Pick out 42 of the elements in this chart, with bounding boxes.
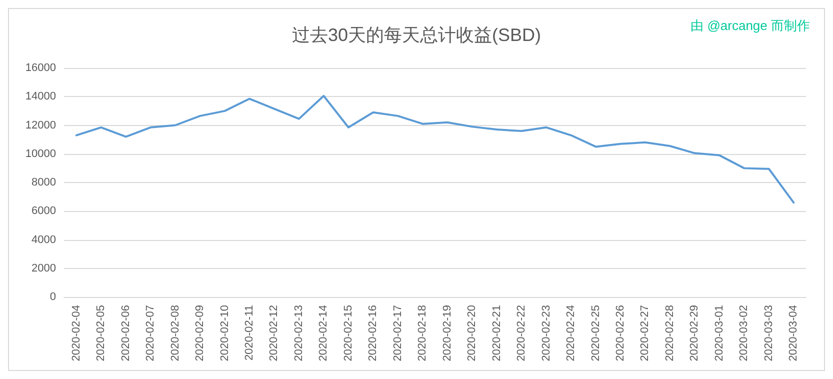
x-tick-label: 2020-02-23 (540, 305, 552, 362)
y-tick-label: 16000 (25, 62, 56, 74)
y-tick-label: 14000 (25, 90, 56, 103)
x-tick-label: 2020-02-25 (590, 305, 602, 362)
x-tick-label: 2020-02-07 (144, 305, 157, 362)
y-tick-label: 10000 (25, 148, 56, 160)
text: 由 @arcange 而制作 (690, 18, 810, 33)
x-tick-label: 2020-02-13 (292, 305, 305, 362)
x-tick-label: 2020-02-28 (664, 305, 676, 362)
x-tick-label: 2020-02-19 (441, 305, 454, 362)
x-tick-label: 2020-02-11 (244, 305, 256, 360)
x-tick-label: 2020-03-02 (738, 305, 750, 362)
y-tick-label: 8000 (32, 176, 56, 188)
x-tick-label: 2020-02-17 (392, 305, 404, 362)
x-tick-label: 2020-02-18 (416, 305, 429, 362)
x-tick-label: 2020-02-21 (490, 305, 503, 362)
x-tick-label: 2020-02-15 (342, 305, 354, 362)
x-tick-label: 2020-02-06 (120, 305, 132, 362)
x-tick-label: 2020-03-01 (713, 305, 726, 362)
x-tick-label: 2020-03-03 (762, 305, 775, 362)
y-tick-label: 12000 (25, 119, 56, 132)
x-tick-label: 2020-02-20 (466, 305, 478, 362)
x-tick-label: 2020-02-22 (516, 305, 528, 362)
x-tick-label: 2020-02-29 (688, 305, 701, 362)
x-tick-label: 2020-02-12 (268, 305, 280, 362)
chart-title: 过去30天的每天总计收益(SBD) (292, 25, 542, 45)
line-series (75, 94, 795, 204)
x-tick-label: 2020-02-05 (95, 305, 108, 362)
x-tick-label: 2020-02-26 (614, 305, 626, 362)
x-tick-label: 2020-02-27 (639, 305, 652, 362)
x-tick-label: 2020-02-08 (169, 305, 182, 362)
x-tick-label: 2020-02-10 (218, 305, 231, 362)
y-tick-label: 6000 (32, 205, 56, 218)
x-tick-label: 2020-02-16 (367, 305, 380, 362)
y-tick-label: 4000 (32, 234, 56, 246)
x-tick-label: 2020-02-09 (194, 305, 206, 362)
x-tick-label: 2020-02-14 (318, 305, 330, 362)
y-tick-label: 0 (50, 291, 56, 303)
x-tick-label: 2020-02-24 (565, 305, 578, 362)
x-tick-label: 2020-02-04 (70, 305, 82, 362)
y-tick-label: 2000 (32, 262, 56, 274)
x-tick-label: 2020-03-04 (788, 305, 800, 362)
